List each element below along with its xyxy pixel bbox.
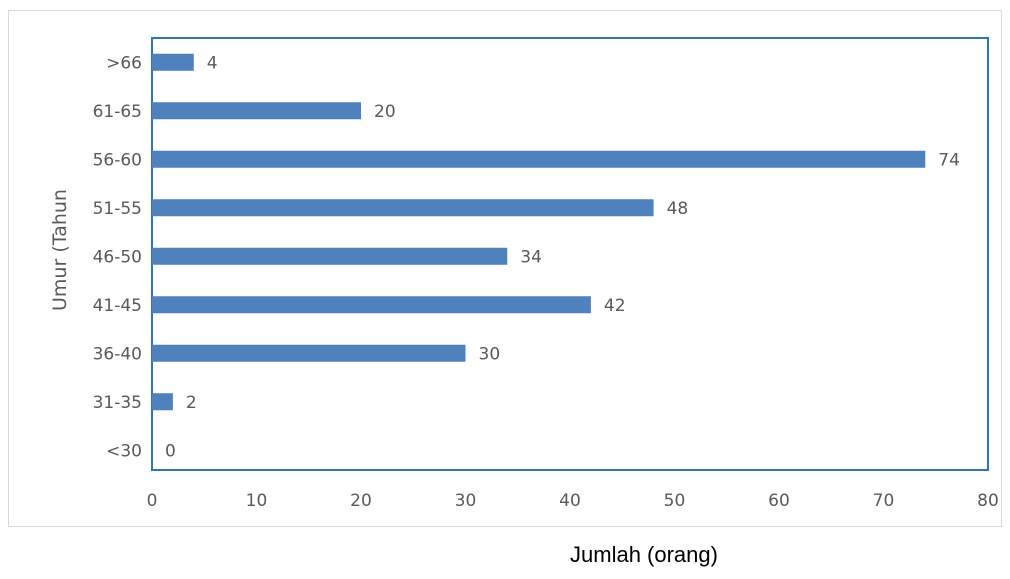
- bar-5: [152, 296, 591, 314]
- y-tick-label-2: 56-60: [93, 150, 142, 170]
- y-tick-label-1: 61-65: [93, 102, 142, 122]
- data-label-0: 4: [207, 53, 218, 73]
- data-label-6: 30: [479, 344, 501, 364]
- data-label-5: 42: [604, 296, 626, 316]
- bar-6: [152, 344, 466, 362]
- data-label-1: 20: [374, 102, 396, 122]
- y-tick-label-6: 36-40: [93, 344, 142, 364]
- bar-7: [152, 393, 173, 411]
- x-tick-label-3: 30: [455, 491, 477, 511]
- y-tick-label-3: 51-55: [93, 199, 142, 219]
- data-label-2: 74: [938, 150, 960, 170]
- bars-group: [152, 53, 926, 411]
- bar-0: [152, 53, 194, 71]
- y-axis-title: Umur (Tahun: [49, 189, 71, 311]
- bar-4: [152, 247, 508, 265]
- data-label-4: 34: [520, 247, 542, 267]
- x-tick-label-5: 50: [664, 491, 686, 511]
- y-tick-label-0: >66: [106, 53, 142, 73]
- y-tick-label-5: 41-45: [93, 296, 142, 316]
- x-axis-title: Jumlah (orang): [570, 542, 718, 567]
- x-tick-label-2: 20: [350, 491, 372, 511]
- bar-2: [152, 150, 926, 168]
- x-tick-labels: 0 10 20 30 40 50 60 70 80: [147, 491, 999, 511]
- x-tick-label-1: 10: [246, 491, 268, 511]
- y-tick-label-8: <30: [106, 441, 142, 461]
- data-label-7: 2: [186, 393, 197, 413]
- bar-1: [152, 102, 361, 120]
- x-tick-label-6: 60: [768, 491, 790, 511]
- x-tick-label-7: 70: [873, 491, 895, 511]
- y-tick-label-4: 46-50: [93, 247, 142, 267]
- x-tick-label-0: 0: [147, 491, 158, 511]
- bar-3: [152, 199, 654, 217]
- y-tick-label-7: 31-35: [93, 393, 142, 413]
- data-label-3: 48: [667, 199, 689, 219]
- y-category-labels: >66 61-65 56-60 51-55 46-50 41-45 36-40 31-35 <3…: [93, 53, 142, 461]
- x-tick-label-4: 40: [559, 491, 581, 511]
- chart-outer-frame: [8, 10, 1002, 527]
- x-tick-label-8: 80: [977, 491, 999, 511]
- data-label-8: 0: [165, 441, 176, 461]
